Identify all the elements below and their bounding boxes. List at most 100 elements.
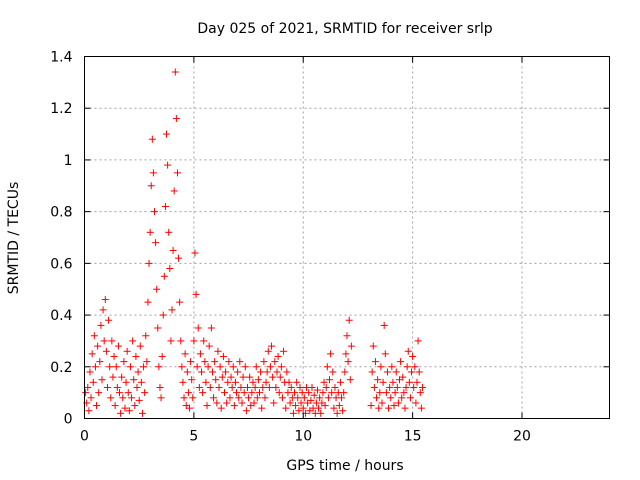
data-point (175, 254, 183, 262)
y-tick-label: 0.6 (50, 256, 72, 272)
data-point (203, 402, 211, 410)
data-point (129, 337, 137, 345)
data-point (108, 337, 116, 345)
data-point (111, 402, 119, 410)
data-point (82, 389, 90, 397)
data-point (405, 378, 413, 386)
data-point (369, 342, 377, 350)
data-point (298, 389, 306, 397)
x-tick-label: 20 (513, 429, 531, 445)
data-point (416, 389, 424, 397)
data-point (176, 298, 184, 306)
data-point (233, 389, 241, 397)
data-point (229, 363, 237, 371)
data-point (122, 378, 130, 386)
data-point (331, 383, 339, 391)
data-point (321, 402, 329, 410)
x-tick-label: 10 (294, 429, 312, 445)
data-point (125, 407, 133, 415)
data-point (271, 358, 279, 366)
data-point (227, 373, 235, 381)
data-point (330, 404, 338, 412)
data-point (99, 306, 107, 314)
data-point (400, 389, 408, 397)
data-point (194, 324, 202, 332)
data-point (147, 182, 155, 190)
data-point (97, 321, 105, 329)
data-point (313, 386, 321, 394)
data-point (103, 383, 111, 391)
data-point (300, 394, 308, 402)
data-point (394, 399, 402, 407)
plot-frame (84, 56, 610, 419)
data-point (156, 383, 164, 391)
data-point (105, 316, 113, 324)
data-point (160, 272, 168, 280)
data-point (390, 402, 398, 410)
data-point (317, 409, 325, 417)
data-point (260, 358, 268, 366)
data-point (85, 407, 93, 415)
data-point (241, 363, 249, 371)
data-point (112, 363, 120, 371)
data-point (187, 358, 195, 366)
data-point (397, 358, 405, 366)
data-point (335, 402, 343, 410)
data-point (320, 378, 328, 386)
data-point (316, 394, 324, 402)
data-point (393, 383, 401, 391)
data-point (131, 402, 139, 410)
data-point (237, 383, 245, 391)
data-point (406, 394, 414, 402)
data-point (412, 399, 420, 407)
data-point (180, 394, 188, 402)
data-point (282, 404, 290, 412)
data-point (249, 378, 257, 386)
data-point (116, 389, 123, 397)
data-point (134, 368, 142, 376)
data-point (98, 376, 106, 384)
data-point (157, 394, 165, 402)
data-point (123, 347, 131, 355)
data-point (96, 358, 104, 366)
data-point (243, 383, 251, 391)
data-point (261, 394, 269, 402)
data-point (214, 347, 222, 355)
data-point (211, 358, 219, 366)
data-point (329, 368, 337, 376)
data-point (143, 358, 151, 366)
data-point (179, 378, 187, 386)
x-axis-label: GPS time / hours (286, 458, 403, 474)
data-point (289, 409, 297, 417)
data-point (257, 368, 265, 376)
data-point (413, 378, 421, 386)
data-point (126, 363, 134, 371)
data-point (399, 373, 407, 381)
data-point (336, 378, 344, 386)
data-point (183, 368, 191, 376)
data-point (114, 342, 122, 350)
data-point (223, 399, 231, 407)
data-point (119, 394, 127, 402)
data-point (310, 391, 318, 399)
data-point (206, 383, 214, 391)
data-point (101, 296, 109, 304)
data-point (159, 311, 167, 319)
data-point (268, 342, 276, 350)
data-point (132, 352, 140, 360)
data-point (269, 373, 277, 381)
data-point (124, 389, 132, 397)
x-tick-label: 5 (189, 429, 198, 445)
data-point (236, 358, 244, 366)
data-point (171, 68, 179, 76)
data-point (208, 368, 216, 376)
data-point (195, 383, 203, 391)
data-point (277, 363, 285, 371)
data-point (152, 239, 160, 247)
data-point (287, 383, 295, 391)
y-tick-label: 0.2 (50, 360, 72, 376)
data-point (212, 376, 220, 384)
data-point (87, 394, 95, 402)
data-point (265, 383, 273, 391)
